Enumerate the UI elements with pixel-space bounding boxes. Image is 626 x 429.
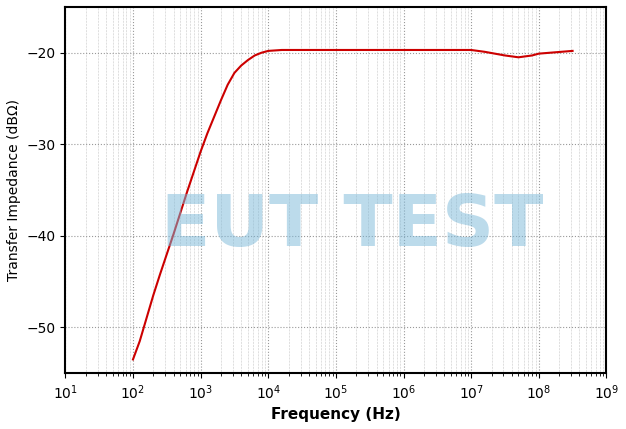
X-axis label: Frequency (Hz): Frequency (Hz) [271,407,401,422]
Text: EUT TEST: EUT TEST [161,192,543,261]
Y-axis label: Transfer Impedance (dBΩ): Transfer Impedance (dBΩ) [7,99,21,281]
